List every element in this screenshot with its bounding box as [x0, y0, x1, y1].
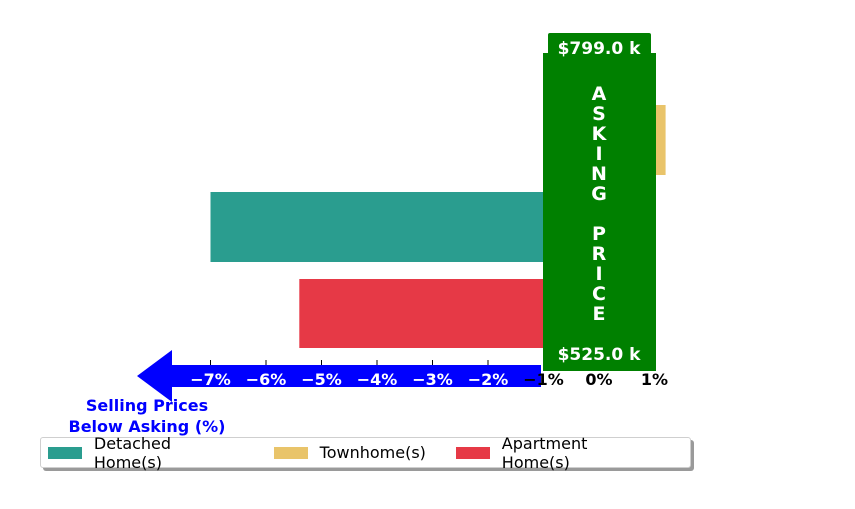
asking-letter: I: [595, 143, 602, 165]
left-arrow-shape: [137, 350, 541, 402]
x-tick-label: 0%: [585, 370, 612, 389]
asking-letter: P: [592, 223, 606, 245]
legend: Detached Home(s) Townhome(s) Apartment H…: [40, 434, 691, 472]
asking-letter: E: [593, 303, 606, 325]
asking-banner-body: [543, 53, 656, 371]
asking-letter: A: [592, 83, 607, 105]
legend-swatch-townhome: [273, 446, 308, 459]
x-tick-label: −6%: [246, 370, 287, 389]
below-asking-arrow: [137, 350, 541, 402]
x-tick-label: −4%: [357, 370, 398, 389]
asking-letter: G: [591, 183, 607, 205]
legend-item-apartment: Apartment Home(s): [455, 433, 660, 472]
x-tick-label: −5%: [301, 370, 342, 389]
x-axis-ticks: −7% −6% −5% −4% −3% −2% −1% 0% 1%: [190, 360, 668, 389]
legend-swatch-apartment: [455, 446, 490, 459]
x-tick-label: 1%: [641, 370, 668, 389]
asking-letter: C: [592, 283, 606, 305]
asking-letter: N: [591, 163, 607, 185]
below-asking-label-line2: Below Asking (%): [69, 417, 226, 436]
asking-bottom-badge: [548, 340, 651, 370]
x-tick-label: −3%: [412, 370, 453, 389]
asking-top-badge: [548, 33, 651, 63]
legend-item-detached: Detached Home(s): [48, 434, 244, 472]
below-asking-label-line1: Selling Prices: [86, 396, 208, 415]
asking-letter: K: [592, 123, 608, 145]
legend-swatch-detached: [48, 446, 82, 459]
asking-letter: R: [592, 243, 607, 265]
bar-detached-home-s: [210, 192, 599, 262]
legend-label-townhome: Townhome(s): [319, 443, 426, 462]
asking-bottom-value: $525.0 k: [558, 345, 642, 365]
x-tick-label: −2%: [468, 370, 509, 389]
x-tick-label: −7%: [190, 370, 231, 389]
asking-top-value: $799.0 k: [558, 39, 642, 59]
legend-label-detached: Detached Home(s): [93, 433, 172, 472]
asking-letter: I: [595, 263, 602, 285]
x-tick-label: −1%: [523, 370, 564, 389]
legend-label-apartment: Apartment Home(s): [501, 433, 588, 472]
legend-item-townhome: Townhome(s): [273, 443, 426, 462]
asking-letter: S: [592, 103, 606, 125]
